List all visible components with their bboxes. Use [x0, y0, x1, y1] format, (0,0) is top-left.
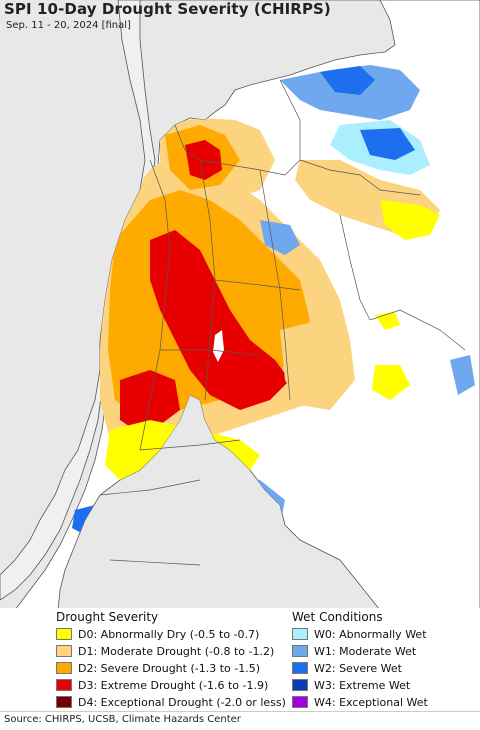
swatch-w3 — [292, 679, 308, 691]
d3-zone-central — [150, 230, 290, 410]
legend-item-d3: D3: Extreme Drought (-1.6 to -1.9) — [56, 677, 268, 693]
d1-zone-east — [280, 320, 355, 410]
swatch-d2 — [56, 662, 72, 674]
drought-legend-heading: Drought Severity — [56, 610, 159, 624]
wet-legend-heading: Wet Conditions — [292, 610, 383, 624]
swatch-d1 — [56, 645, 72, 657]
swatch-w1 — [292, 645, 308, 657]
swatch-d4 — [56, 696, 72, 708]
legend-item-w4: W4: Exceptional Wet — [292, 694, 428, 710]
w2-zone-northeast — [360, 128, 415, 160]
legend-label-w1: W1: Moderate Wet — [314, 644, 417, 658]
map: SPI 10-Day Drought Severity (CHIRPS) Sep… — [0, 0, 480, 610]
map-subtitle: Sep. 11 - 20, 2024 [final] — [6, 20, 131, 31]
d0-zone-uruguay — [372, 365, 410, 400]
legend-label-d4: D4: Exceptional Drought (-2.0 or less) — [78, 695, 286, 709]
salt-flat — [213, 330, 224, 362]
legend: Drought Severity Wet Conditions D0: Abno… — [0, 608, 480, 712]
legend-label-d3: D3: Extreme Drought (-1.6 to -1.9) — [78, 678, 269, 692]
swatch-d3 — [56, 679, 72, 691]
d0-zone-paraguay — [380, 200, 440, 240]
legend-item-w0: W0: Abnormally Wet — [292, 626, 427, 642]
legend-item-d0: D0: Abnormally Dry (-0.5 to -0.7) — [56, 626, 259, 642]
legend-item-d1: D1: Moderate Drought (-0.8 to -1.2) — [56, 643, 274, 659]
legend-item-w1: W1: Moderate Wet — [292, 643, 416, 659]
legend-label-w4: W4: Exceptional Wet — [314, 695, 428, 709]
swatch-w4 — [292, 696, 308, 708]
source-divider — [0, 711, 480, 712]
source-credit: Source: CHIRPS, UCSB, Climate Hazards Ce… — [4, 714, 241, 725]
legend-label-d0: D0: Abnormally Dry (-0.5 to -0.7) — [78, 627, 260, 641]
swatch-d0 — [56, 628, 72, 640]
borders — [99, 79, 466, 566]
w2-zone-north — [320, 66, 375, 95]
legend-item-w2: W2: Severe Wet — [292, 660, 402, 676]
swatch-w0 — [292, 628, 308, 640]
w1-zone-east — [450, 355, 475, 395]
legend-item-d2: D2: Severe Drought (-1.3 to -1.5) — [56, 660, 260, 676]
legend-label-w3: W3: Extreme Wet — [314, 678, 411, 692]
legend-label-w2: W2: Severe Wet — [314, 661, 402, 675]
swatch-w2 — [292, 662, 308, 674]
legend-item-w3: W3: Extreme Wet — [292, 677, 410, 693]
legend-item-d4: D4: Exceptional Drought (-2.0 or less) — [56, 694, 286, 710]
map-svg — [0, 0, 480, 610]
legend-label-d2: D2: Severe Drought (-1.3 to -1.5) — [78, 661, 261, 675]
map-title: SPI 10-Day Drought Severity (CHIRPS) — [4, 0, 331, 18]
legend-label-d1: D1: Moderate Drought (-0.8 to -1.2) — [78, 644, 275, 658]
legend-label-w0: W0: Abnormally Wet — [314, 627, 427, 641]
d3-zone-north — [185, 140, 222, 180]
